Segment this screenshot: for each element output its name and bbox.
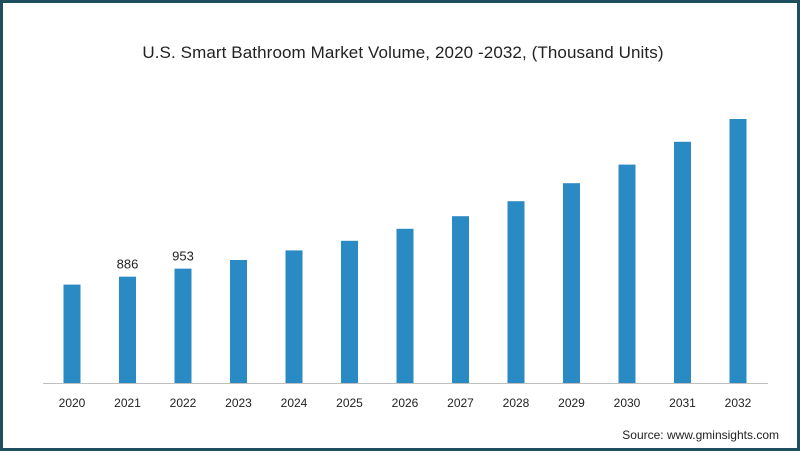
chart-title: U.S. Smart Bathroom Market Volume, 2020 … (142, 43, 664, 62)
x-tick-label: 2022 (170, 396, 197, 410)
x-tick-label: 2030 (614, 396, 641, 410)
bar-2029 (563, 183, 580, 383)
bar-2024 (285, 250, 303, 383)
bar-2027 (452, 216, 469, 383)
bar-2022 (174, 268, 192, 383)
bar-2030 (618, 164, 636, 383)
x-tick-label: 2025 (336, 396, 363, 410)
bar-2025 (341, 240, 358, 383)
x-tick-label: 2031 (669, 396, 696, 410)
bar-2020 (63, 284, 81, 383)
x-tick-label: 2029 (558, 396, 585, 410)
data-label-2021: 886 (117, 257, 139, 272)
bar-2021 (119, 276, 136, 383)
x-tick-label: 2020 (59, 396, 86, 410)
x-tick-label: 2024 (281, 396, 308, 410)
x-tick-label: 2032 (725, 396, 752, 410)
source-note: Source: www.gminsights.com (622, 428, 779, 442)
bar-2032 (729, 119, 747, 383)
bar-2031 (674, 141, 691, 383)
bar-chart: 2020 2021 886 2022 953 2023 2024 2025 2026 2027 20… (43, 119, 768, 410)
x-tick-label: 2027 (447, 396, 474, 410)
x-tick-label: 2028 (503, 396, 530, 410)
data-label-2022: 953 (172, 249, 194, 264)
x-tick-label: 2021 (114, 396, 141, 410)
bar-2028 (507, 201, 525, 383)
x-tick-label: 2026 (392, 396, 419, 410)
bar-2023 (230, 260, 247, 383)
bar-2026 (396, 228, 414, 383)
x-tick-label: 2023 (225, 396, 252, 410)
